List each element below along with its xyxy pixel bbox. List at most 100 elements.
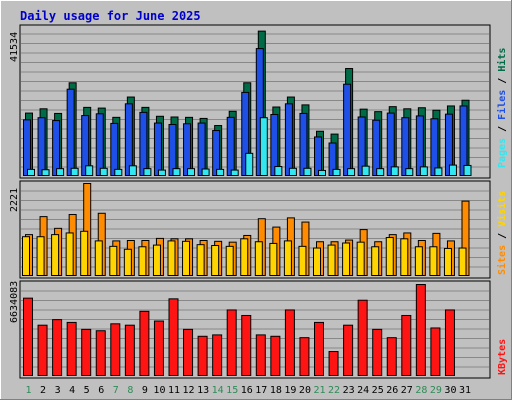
- bar-pages-day-13: [201, 168, 210, 176]
- bar-visits-day-20: [298, 245, 307, 277]
- bar-kbytes-day-20: [299, 337, 310, 377]
- x-tick-label-day-22: 22: [328, 385, 340, 396]
- bar-kbytes-day-3: [52, 319, 63, 376]
- bar-files-day-2: [37, 117, 46, 176]
- bar-kbytes-day-23: [343, 324, 354, 376]
- bar-visits-day-4: [65, 232, 74, 276]
- x-tick-label-day-10: 10: [153, 385, 165, 396]
- bar-pages-day-18: [274, 166, 283, 176]
- bar-files-day-26: [386, 112, 395, 177]
- x-tick-label-day-23: 23: [343, 385, 355, 396]
- bar-visits-day-22: [327, 244, 336, 277]
- bar-kbytes-day-9: [139, 310, 150, 377]
- bar-visits-day-9: [138, 246, 147, 276]
- x-tick-label-day-6: 6: [98, 385, 104, 396]
- bar-pages-day-15: [230, 169, 239, 177]
- x-tick-label-day-12: 12: [183, 385, 195, 396]
- bar-pages-day-3: [56, 168, 65, 177]
- bar-files-day-7: [110, 122, 119, 176]
- legend-visits: Visits: [496, 191, 508, 227]
- x-tick-label-day-25: 25: [372, 385, 384, 396]
- bar-files-day-8: [124, 103, 133, 176]
- bar-pages-day-29: [434, 167, 443, 176]
- bar-pages-day-8: [128, 165, 137, 177]
- bar-kbytes-day-24: [357, 299, 368, 376]
- bar-pages-day-25: [376, 168, 385, 177]
- bar-visits-day-16: [240, 238, 249, 276]
- bar-visits-day-7: [109, 245, 118, 277]
- bar-kbytes-day-1: [23, 297, 33, 376]
- bar-kbytes-day-22: [328, 351, 339, 376]
- bar-kbytes-day-17: [255, 334, 266, 377]
- bar-kbytes-day-27: [401, 314, 412, 377]
- chart-title: Daily usage for June 2025: [20, 9, 201, 23]
- bar-kbytes-day-12: [183, 328, 194, 376]
- bar-files-day-13: [197, 122, 206, 176]
- bar-pages-day-31: [463, 164, 472, 176]
- bar-pages-day-17: [259, 117, 268, 176]
- bar-files-day-3: [52, 120, 61, 176]
- bar-files-day-11: [168, 123, 177, 176]
- bar-visits-day-26: [385, 237, 394, 276]
- bar-visits-day-6: [94, 240, 103, 277]
- bar-files-day-29: [430, 118, 439, 176]
- x-tick-label-day-24: 24: [357, 385, 369, 396]
- x-tick-label-day-1: 1: [25, 385, 31, 396]
- bar-files-day-14: [212, 130, 221, 176]
- legend-pages: Pages: [497, 138, 508, 168]
- bar-kbytes-day-25: [372, 328, 383, 376]
- bar-visits-day-3: [51, 234, 60, 276]
- x-axis-day-labels: 1 2 3 4 5 6 7 8 9 10 11 12 13 14 15 16 17 18 19 20 21 22 23 24 2…: [25, 385, 471, 396]
- bar-kbytes-day-30: [444, 309, 455, 376]
- bar-visits-day-8: [123, 248, 132, 277]
- panel-kbytes: [19, 280, 491, 379]
- bar-kbytes-day-29: [430, 327, 441, 376]
- bar-pages-day-14: [216, 168, 225, 176]
- legend-hits: Hits: [496, 48, 508, 72]
- bar-files-day-27: [401, 117, 410, 176]
- bar-kbytes-day-14: [212, 334, 223, 377]
- legend-sep-3: /: [497, 227, 508, 245]
- bar-kbytes-day-21: [314, 321, 324, 376]
- bar-visits-day-24: [356, 241, 365, 276]
- bar-kbytes-day-19: [284, 309, 295, 376]
- x-tick-label-day-26: 26: [386, 385, 398, 396]
- bar-visits-day-12: [182, 240, 191, 277]
- bar-pages-day-23: [347, 168, 356, 177]
- bars-hits-files-pages: [23, 30, 472, 177]
- x-tick-label-day-29: 29: [430, 385, 442, 396]
- bar-pages-day-26: [390, 166, 399, 177]
- x-tick-label-day-5: 5: [84, 385, 90, 396]
- bar-files-day-4: [66, 88, 75, 176]
- legend-files: Files: [496, 90, 508, 120]
- x-tick-label-day-2: 2: [40, 385, 46, 396]
- bar-pages-day-5: [85, 165, 94, 177]
- x-tick-label-day-16: 16: [241, 385, 253, 396]
- bar-visits-day-25: [371, 246, 380, 276]
- bar-visits-day-1: [22, 236, 30, 277]
- bar-visits-day-11: [167, 240, 176, 277]
- x-tick-label-day-27: 27: [401, 385, 413, 396]
- bar-visits-day-10: [152, 244, 161, 277]
- bar-kbytes-day-6: [95, 330, 106, 376]
- bar-visits-day-2: [36, 236, 45, 277]
- bar-pages-day-9: [143, 168, 152, 177]
- bar-files-day-21: [314, 136, 322, 177]
- bar-files-day-23: [343, 83, 352, 176]
- bar-files-day-20: [299, 112, 308, 176]
- x-tick-label-day-21: 21: [313, 385, 325, 396]
- x-tick-label-day-3: 3: [55, 385, 61, 396]
- bar-visits-day-15: [225, 245, 234, 277]
- bar-kbytes-day-8: [124, 324, 135, 376]
- x-tick-label-day-31: 31: [459, 385, 471, 396]
- bar-visits-day-23: [342, 242, 351, 276]
- bar-visits-day-29: [429, 246, 438, 276]
- bar-files-day-19: [284, 103, 293, 176]
- bar-pages-day-2: [41, 169, 50, 177]
- panel-hits-files-pages: [19, 24, 491, 179]
- bar-kbytes-day-26: [386, 337, 397, 377]
- bar-visits-day-14: [211, 245, 220, 277]
- x-tick-label-day-30: 30: [444, 385, 456, 396]
- bar-visits-day-30: [443, 247, 452, 276]
